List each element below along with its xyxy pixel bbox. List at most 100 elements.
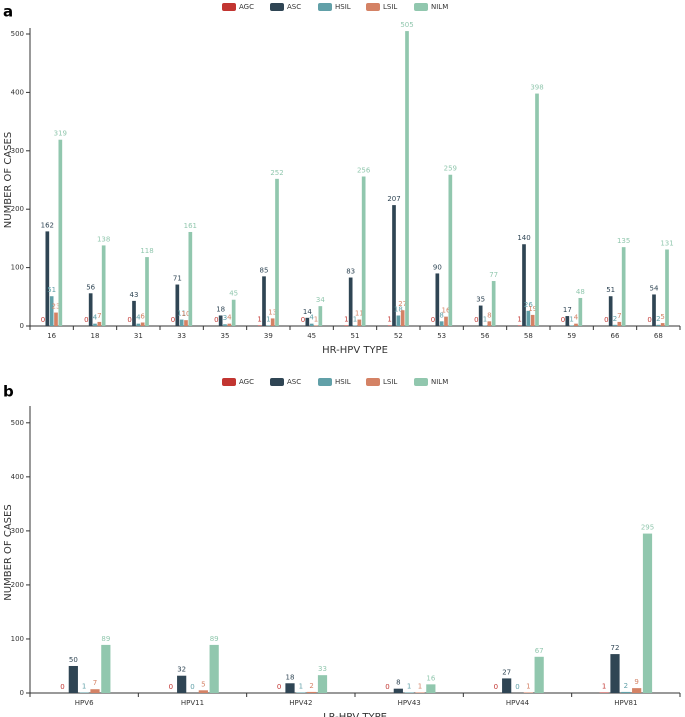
value-label: 2 [624,682,628,690]
bar [361,176,366,326]
value-label: 1 [407,682,411,690]
x-tick-label: 33 [177,332,186,340]
value-label: 7 [93,679,97,687]
x-axis-title: LR-HPV TYPE [323,712,387,717]
legend-swatch [366,378,380,386]
x-tick-label: 35 [221,332,230,340]
value-label: 162 [41,221,54,229]
value-label: 89 [210,635,219,643]
bar [652,294,656,326]
legend-swatch [366,3,380,11]
x-tick-label: HPV42 [289,699,312,707]
bar [656,324,661,326]
bar [435,273,440,326]
value-label: 18 [394,305,403,313]
value-label: 77 [489,271,498,279]
y-tick-label: 0 [20,322,24,330]
y-tick-label: 100 [11,264,24,272]
legend-label: ASC [287,378,301,386]
x-tick-label: HPV43 [398,699,421,707]
legend-swatch [222,378,236,386]
value-label: 118 [140,247,153,255]
value-label: 45 [229,290,238,298]
value-label: 1 [418,682,422,690]
x-tick-label: 45 [307,332,316,340]
x-tick-label: 16 [47,332,56,340]
value-label: 3 [223,314,227,322]
value-label: 27 [398,300,407,308]
value-label: 33 [318,665,327,673]
value-label: 4 [309,314,314,322]
bar [88,293,93,326]
bar [184,320,188,326]
value-label: 26 [524,301,533,309]
y-axis-title: NUMBER OF CASES [3,504,14,600]
value-label: 2 [309,682,313,690]
bar [444,316,448,326]
bar [400,310,405,326]
value-label: 11 [355,310,364,318]
value-label: 295 [641,524,654,532]
value-label: 90 [433,263,442,271]
value-label: 89 [101,635,110,643]
x-tick-label: 53 [437,332,446,340]
value-label: 0 [561,316,565,324]
bar [574,323,578,326]
value-label: 54 [650,284,659,292]
value-label: 71 [173,275,182,283]
bar [617,321,622,326]
value-label: 6 [140,312,145,320]
value-label: 27 [502,668,511,676]
bar [522,244,526,326]
value-label: 14 [303,308,312,316]
bar [275,178,279,326]
value-label: 7 [97,312,101,320]
legend-swatch [414,378,428,386]
x-tick-label: 31 [134,332,143,340]
x-tick-label: 66 [611,332,620,340]
value-label: 131 [660,239,673,247]
value-label: 0 [515,683,519,691]
legend-swatch [414,3,428,11]
value-label: 16 [426,674,435,682]
legend-label: LSIL [383,378,397,386]
bar [491,281,496,326]
value-label: 8 [396,679,400,687]
bar [478,305,483,326]
value-label: 1 [526,682,530,690]
value-label: 0 [84,316,88,324]
legend-label: HSIL [335,378,351,386]
value-label: 48 [576,288,585,296]
bar [426,684,436,693]
bar [140,322,145,326]
value-label: 51 [47,286,56,294]
bar [392,205,396,326]
value-label: 1 [257,315,261,323]
bar [599,692,609,693]
value-label: 0 [41,316,45,324]
bar [393,688,403,693]
value-label: 34 [316,296,325,304]
value-label: 4 [574,314,579,322]
value-label: 5 [660,313,664,321]
bar [610,654,620,693]
value-label: 505 [400,21,413,29]
bar [318,306,323,326]
bar [608,296,613,326]
value-label: 43 [130,291,139,299]
x-tick-label: HPV6 [75,699,94,707]
value-label: 10 [182,310,191,318]
bar [534,656,544,693]
value-label: 135 [617,237,630,245]
y-tick-label: 200 [11,205,24,213]
bar [54,312,58,326]
bar [502,678,512,693]
bar [621,247,626,326]
bar [218,315,223,326]
value-label: 140 [517,234,530,242]
bar [357,319,362,326]
bar [404,692,414,693]
y-tick-label: 400 [11,88,24,96]
bar [353,325,357,326]
value-label: 398 [530,84,543,92]
